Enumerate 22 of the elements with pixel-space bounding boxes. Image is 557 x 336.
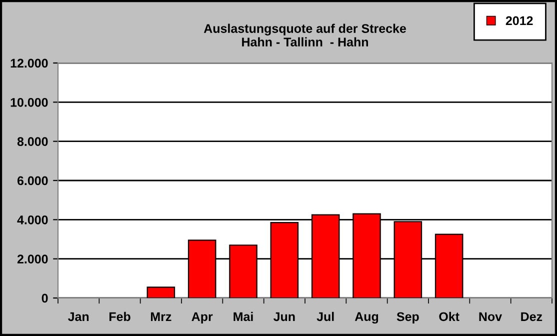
y-tick-label: 4.000: [17, 215, 48, 224]
x-tick-label: Jul: [316, 312, 334, 322]
y-tick-label: 0: [42, 294, 48, 303]
x-tick-label: Okt: [439, 312, 460, 322]
x-tick-label: Apr: [192, 312, 213, 324]
chart-title: Auslastungsquote auf der Strecke Hahn - Tallinn - Hahn: [204, 24, 406, 46]
x-tick-label: Nov: [479, 312, 502, 322]
x-tick-label: Dez: [521, 312, 542, 322]
y-tick-label: 2.000: [17, 254, 48, 264]
x-tick-label: Jan: [68, 312, 89, 322]
x-tick-label: Feb: [109, 312, 130, 322]
x-tick-label: Mai: [234, 312, 253, 322]
x-tick-label: Mrz: [150, 312, 172, 321]
y-tick-label: 12.000: [10, 58, 48, 68]
x-tick-label: Jun: [273, 312, 295, 322]
legend-label: 2012: [506, 16, 533, 26]
y-tick-label: 6.000: [17, 176, 48, 186]
y-tick-label: 10.000: [10, 98, 48, 107]
x-tick-label: Sep: [396, 312, 419, 324]
y-tick-label: 8.000: [17, 137, 48, 146]
bar: [146, 286, 176, 298]
x-tick-label: Aug: [354, 312, 378, 324]
